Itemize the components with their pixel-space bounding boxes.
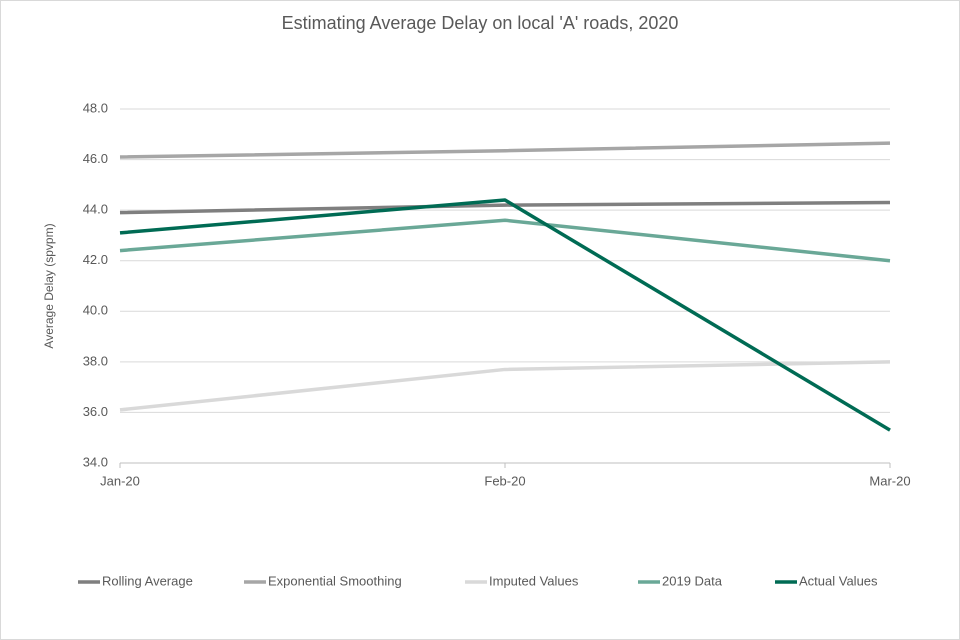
chart-title: Estimating Average Delay on local 'A' ro… [282, 13, 679, 33]
x-tick-label: Mar-20 [869, 473, 910, 488]
series-line [119, 141, 891, 159]
y-tick-label: 36.0 [83, 404, 108, 419]
legend-label: Exponential Smoothing [268, 573, 402, 588]
legend-label: 2019 Data [662, 573, 723, 588]
series-line [119, 198, 891, 432]
y-tick-label: 48.0 [83, 100, 108, 115]
x-tick-label: Jan-20 [100, 473, 140, 488]
legend-label: Actual Values [799, 573, 878, 588]
y-tick-label: 44.0 [83, 202, 108, 217]
y-tick-label: 42.0 [83, 252, 108, 267]
x-tick-label: Feb-20 [484, 473, 525, 488]
series-line [119, 360, 891, 412]
y-axis-label: Average Delay (spvpm) [42, 223, 56, 348]
y-tick-label: 38.0 [83, 353, 108, 368]
legend-label: Rolling Average [102, 573, 193, 588]
series-line [119, 218, 891, 263]
legend-label: Imputed Values [489, 573, 579, 588]
y-tick-label: 40.0 [83, 303, 108, 318]
series-line [119, 200, 891, 215]
y-tick-label: 46.0 [83, 151, 108, 166]
y-tick-label: 34.0 [83, 454, 108, 469]
